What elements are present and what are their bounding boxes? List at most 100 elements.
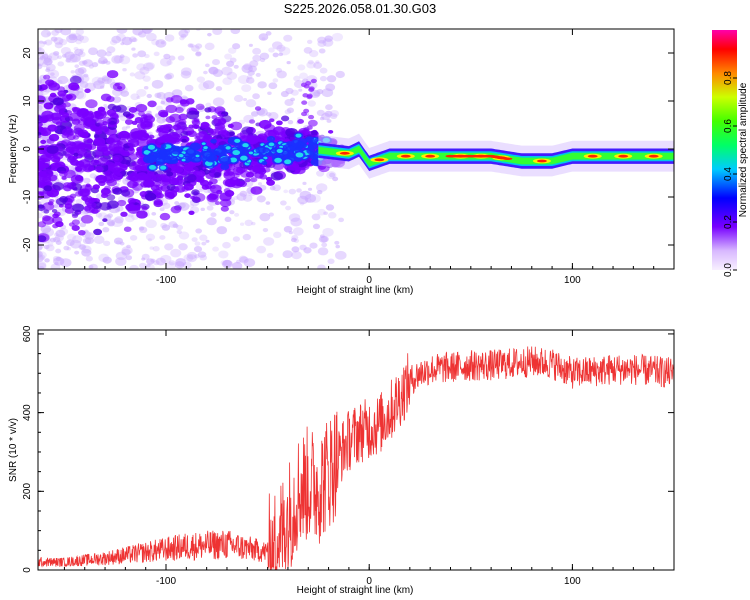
spectrogram-cluster [67, 155, 76, 161]
spectrogram-noise [38, 254, 46, 261]
spectrogram-cluster [71, 106, 79, 112]
spectrogram-noise [195, 43, 203, 49]
spectrogram-noise [54, 42, 63, 49]
spectrogram-hotspot [618, 154, 629, 158]
spectrogram-noise [302, 181, 307, 186]
spectrogram-noise [142, 75, 151, 82]
spectrogram-noise [291, 251, 302, 260]
spectrogram-cluster [107, 103, 117, 110]
spectrogram-cluster [43, 74, 51, 80]
spectrogram-noise [152, 246, 160, 252]
spectrogram-cluster [66, 182, 77, 189]
spectrogram-noise [183, 254, 194, 262]
spectrogram-noise [177, 55, 185, 61]
spectrogram-cluster [46, 138, 55, 144]
spectrogram-noise [256, 245, 267, 254]
spectrogram-noise [45, 244, 55, 252]
spectrogram-cluster [69, 75, 82, 85]
spectrogram-cluster [96, 175, 104, 181]
spectrogram-noise [233, 64, 239, 69]
spectrogram-noise [84, 232, 95, 240]
spectrogram-noise [210, 212, 217, 218]
spectrogram-cluster [68, 82, 80, 91]
spectrogram-noise [276, 44, 286, 52]
spectrogram-noise [104, 78, 110, 83]
spectrogram-cluster [224, 189, 235, 197]
colorbar-tick-label: 0.4 [723, 167, 734, 181]
spectrogram-noise [151, 79, 164, 89]
spectrogram-cluster [159, 212, 171, 221]
spectrogram-noise [164, 73, 172, 80]
spectrogram-noise [268, 82, 278, 90]
spectrogram-noise [234, 212, 240, 217]
spectrogram-noise [77, 67, 87, 74]
spectrogram-cluster [301, 111, 308, 117]
spectrogram-cluster [84, 88, 91, 94]
spectrogram-cluster [170, 205, 182, 214]
spectrogram-cluster [71, 219, 80, 226]
spectrogram-noise [126, 125, 131, 129]
spectrogram-cluster [103, 174, 114, 182]
spectrogram-noise [43, 58, 53, 66]
y-tick-label: 0 [22, 567, 33, 573]
snr-frame [37, 329, 675, 571]
spectrogram-cluster [268, 142, 275, 147]
spectrogram-cluster [181, 138, 187, 143]
spectrogram-noise [163, 53, 171, 60]
spectrogram-noise [319, 234, 325, 239]
spectrogram-noise [179, 36, 185, 41]
spectrogram-noise [197, 251, 207, 258]
spectrogram-noise [237, 75, 250, 84]
spectrogram-noise [101, 76, 112, 85]
spectrogram-cluster [77, 230, 86, 236]
spectrogram-noise [317, 40, 327, 47]
spectrogram-cluster [85, 99, 98, 109]
spectrogram-noise [307, 187, 313, 191]
spectrogram-noise [284, 109, 292, 115]
spectrogram-noise [272, 52, 279, 58]
spectrogram-noise [291, 246, 300, 253]
spectrogram-noise [304, 193, 317, 203]
spectrogram-noise [145, 233, 156, 241]
spectrogram-hotspot [400, 154, 411, 158]
spectrogram-cluster [191, 118, 200, 125]
spectrogram-noise [245, 99, 257, 108]
spectrogram-cluster [147, 144, 156, 150]
spectrogram-cluster [136, 210, 148, 219]
spectrogram-noise [222, 77, 233, 86]
spectrogram-cluster [245, 171, 255, 178]
spectrogram-noise [79, 81, 89, 88]
spectrogram-noise [155, 39, 167, 48]
spectrogram-noise [129, 264, 139, 269]
spectrogram-noise [79, 222, 87, 228]
spectrogram-noise [38, 251, 47, 259]
spectrogram-cluster [195, 103, 205, 111]
spectrogram-noise [38, 261, 47, 269]
spectrogram-cluster [165, 116, 176, 123]
spectrogram-cluster [114, 82, 121, 87]
spectrogram-cluster [210, 138, 217, 144]
spectrogram-cluster [308, 86, 315, 91]
spectrogram-cluster [97, 146, 105, 152]
spectrogram-cluster [38, 221, 47, 228]
spectrogram-noise [38, 58, 45, 67]
spectrogram-noise [84, 237, 95, 245]
spectrogram-noise [307, 59, 314, 65]
spectrogram-noise [178, 243, 188, 251]
spectrogram-noise [240, 222, 245, 226]
spectrogram-cluster [168, 128, 174, 133]
spectrogram-noise [155, 257, 166, 266]
spectrogram-noise [136, 63, 146, 71]
spectrogram-cluster [38, 145, 49, 155]
spectrogram-noise [102, 256, 112, 264]
spectrogram-cluster [106, 205, 113, 210]
x-tick-label: 100 [564, 275, 581, 286]
spectrogram-cluster [86, 201, 97, 209]
chart-title: S225.2026.058.01.30.G03 [284, 1, 437, 16]
y-tick-label: 400 [22, 404, 33, 421]
spectrogram-noise [131, 47, 136, 51]
spectrogram-cluster [269, 118, 275, 123]
spectrogram-noise [79, 35, 89, 44]
y-tick-label: -20 [22, 237, 33, 252]
spectrogram-noise [203, 70, 208, 75]
